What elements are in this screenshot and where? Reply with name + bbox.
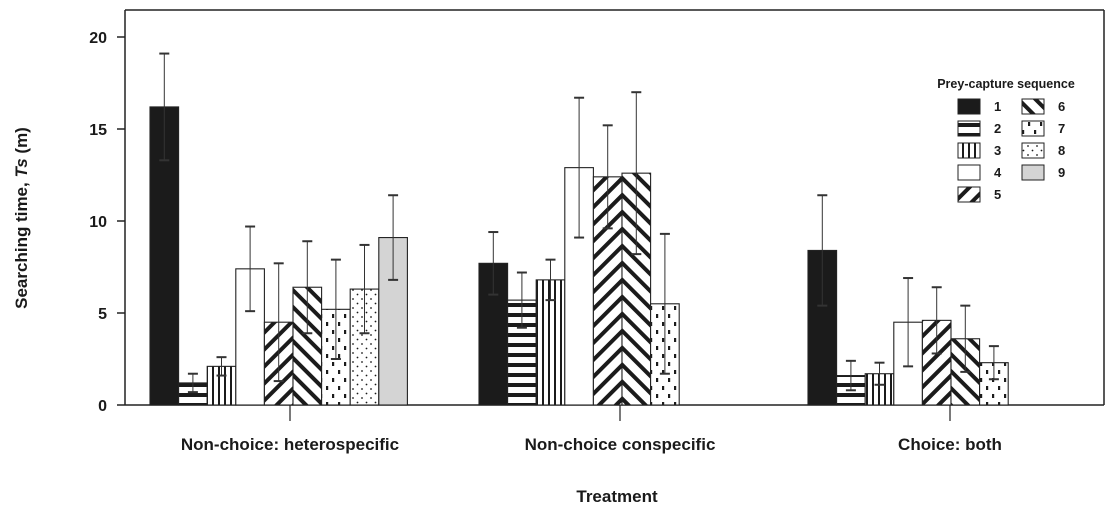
y-tick-label: 20 (89, 30, 107, 47)
legend-label-1: 1 (994, 99, 1001, 114)
legend-label-9: 9 (1058, 165, 1065, 180)
bars (149, 106, 1009, 406)
legend-label-8: 8 (1058, 143, 1065, 158)
y-axis-title: Searching time, Ts (m) (12, 127, 31, 309)
legend-label-5: 5 (994, 187, 1001, 202)
legend-label-6: 6 (1058, 99, 1065, 114)
legend-swatch-3 (957, 142, 981, 159)
legend: Prey-capture sequence 1 2 3 4 5 6 7 8 9 (937, 77, 1075, 203)
legend-swatch-4 (957, 164, 981, 181)
legend-swatch-9 (1021, 164, 1045, 181)
legend-swatch-5 (957, 186, 981, 203)
y-axis-title-symbol: Ts (12, 158, 31, 177)
y-tick-label: 15 (89, 122, 107, 139)
legend-swatch-7 (1021, 120, 1045, 137)
legend-label-3: 3 (994, 143, 1001, 158)
legend-swatch-6 (1021, 98, 1045, 115)
legend-label-2: 2 (994, 121, 1001, 136)
legend-swatch-1 (957, 98, 981, 115)
category-label: Non-choice conspecific (525, 435, 716, 454)
error-bars (159, 52, 999, 394)
category-label: Choice: both (898, 435, 1002, 454)
y-tick-label: 0 (98, 398, 107, 415)
legend-title: Prey-capture sequence (937, 77, 1075, 91)
legend-swatch-2 (957, 120, 981, 137)
y-tick-label: 10 (89, 214, 107, 231)
x-axis-title: Treatment (576, 487, 658, 506)
category-labels: Non-choice: heterospecific Non-choice con… (181, 435, 1002, 454)
y-tick-label: 5 (98, 306, 107, 323)
y-axis-title-unit: (m) (12, 127, 31, 158)
y-axis-title-prefix: Searching time, (12, 178, 31, 309)
category-label: Non-choice: heterospecific (181, 435, 399, 454)
legend-swatch-8 (1021, 142, 1045, 159)
legend-label-7: 7 (1058, 121, 1065, 136)
legend-label-4: 4 (994, 165, 1002, 180)
